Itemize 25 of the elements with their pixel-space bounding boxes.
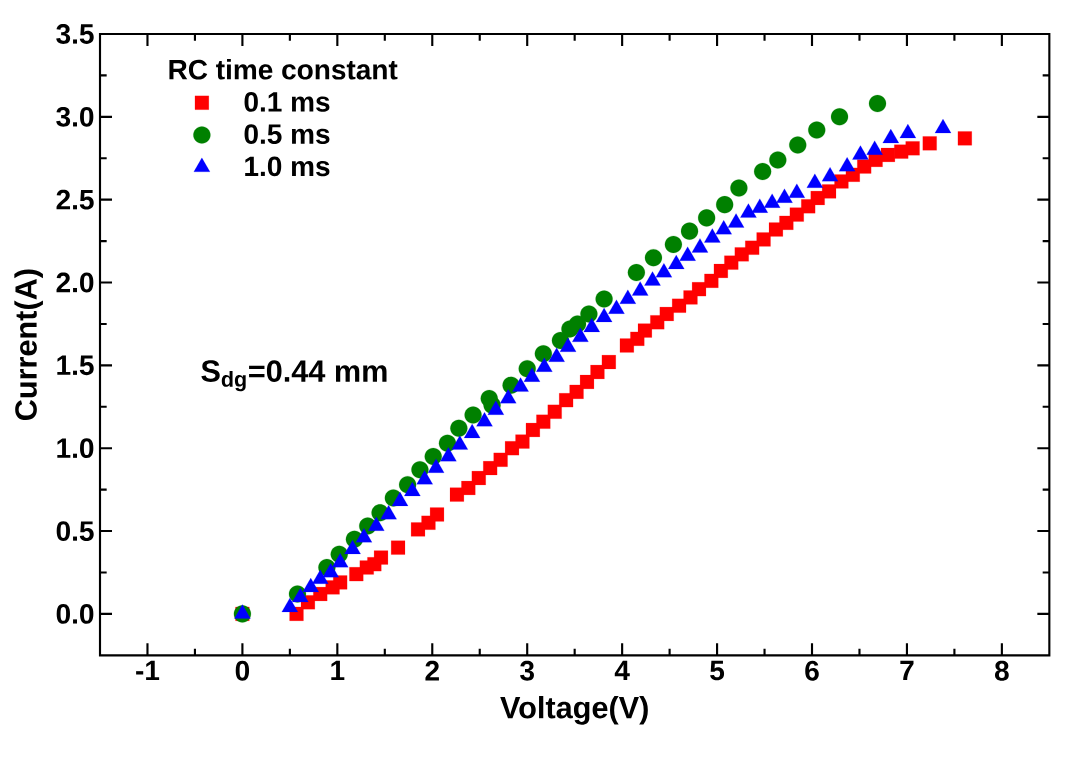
x-tick-label: 4 [614, 660, 630, 681]
x-tick-label: -1 [136, 660, 160, 681]
y-axis-title: Current(A) [14, 269, 43, 421]
legend-label: 1.0 ms [245, 156, 330, 177]
y-tick-label: 2.0 [56, 272, 94, 293]
y-tick-label: 0.0 [56, 603, 94, 624]
x-axis-title: Voltage(V) [500, 695, 648, 725]
y-tick-label: 1.5 [57, 355, 94, 376]
x-tick-label: 1 [331, 660, 345, 681]
annotation: S$_{dg}$=0.44 mm [201, 360, 387, 392]
x-tick-label: 2 [425, 660, 439, 681]
legend-label: 0.5 ms [244, 124, 330, 145]
legend-label: 0.1 ms [244, 91, 330, 112]
x-tick-label: 8 [994, 660, 1009, 681]
x-tick-label: 6 [805, 660, 819, 681]
y-tick-label: 3.0 [56, 106, 94, 127]
y-tick-label: 2.5 [56, 189, 94, 210]
x-tick-label: 7 [900, 660, 914, 681]
y-tick-label: 3.5 [56, 24, 94, 44]
x-tick-label: 5 [710, 660, 725, 681]
y-tick-label: 0.5 [56, 521, 94, 541]
x-tick-label: 3 [520, 660, 534, 681]
legend-title: RC time constant [169, 59, 398, 80]
x-tick-label: 0 [235, 660, 250, 681]
y-tick-label: 1.0 [57, 438, 94, 459]
